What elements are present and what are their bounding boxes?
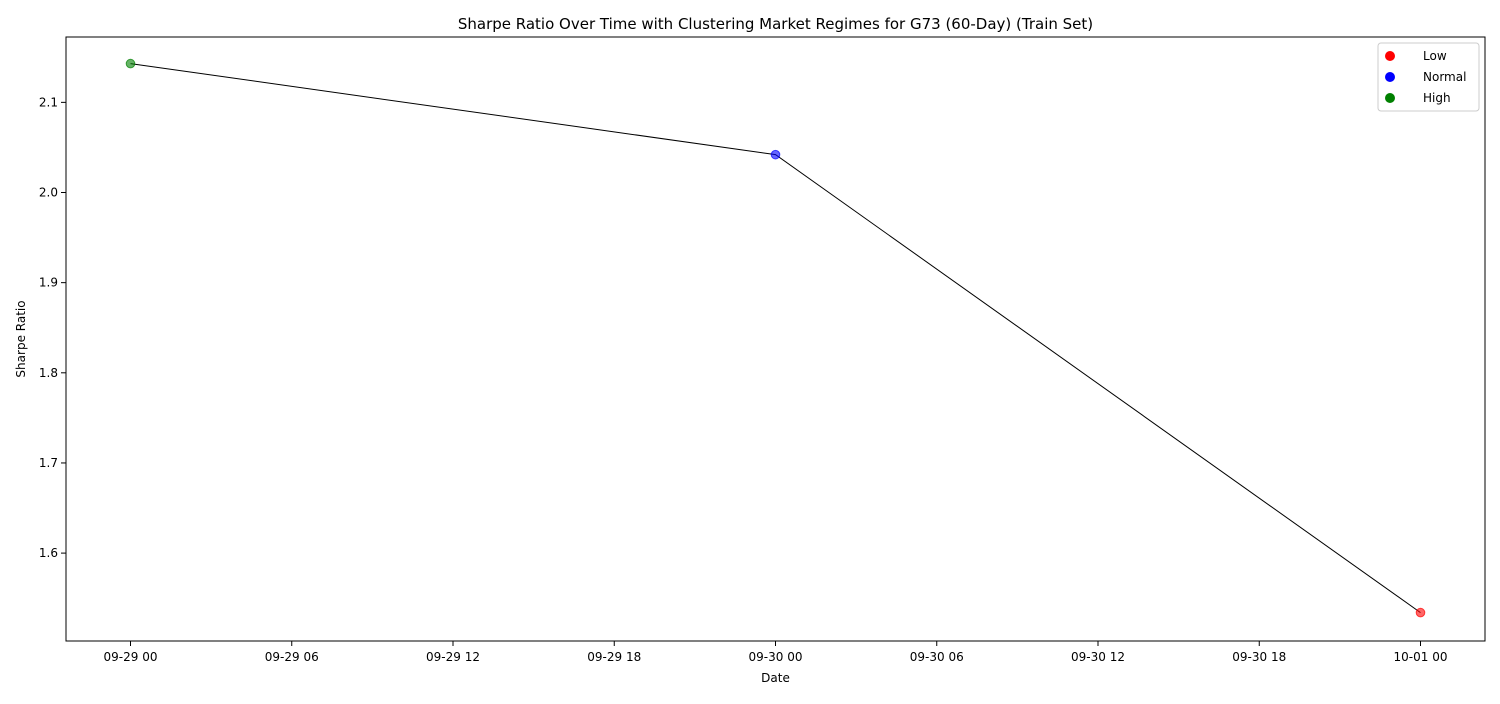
y-tick-label: 2.1 (39, 95, 58, 109)
x-tick-label: 09-29 18 (587, 650, 641, 664)
x-tick-label: 09-29 12 (426, 650, 480, 664)
y-tick-label: 2.0 (39, 186, 58, 200)
x-tick-label: 09-29 00 (104, 650, 158, 664)
legend-label-low: Low (1423, 49, 1447, 63)
x-axis-label: Date (761, 671, 790, 685)
y-tick-label: 1.7 (39, 456, 58, 470)
legend-label-high: High (1423, 91, 1451, 105)
data-point-normal (770, 149, 781, 160)
x-tick-label: 10-01 00 (1394, 650, 1448, 664)
x-tick-label: 09-29 06 (265, 650, 319, 664)
plot-area: 09-29 00 09-29 06 09-29 12 09-29 18 09-30 00… (39, 36, 1486, 664)
y-axis-label: Sharpe Ratio (14, 300, 28, 377)
legend: Low Normal High (1377, 42, 1480, 112)
sharpe-ratio-line (130, 63, 1421, 614)
plot-frame (65, 36, 1486, 642)
y-tick-label: 1.8 (39, 366, 58, 380)
legend-marker-high (1385, 93, 1395, 103)
x-tick-label: 09-30 12 (1071, 650, 1125, 664)
data-point-low (1415, 607, 1426, 618)
y-tick-label: 1.6 (39, 546, 58, 560)
legend-marker-normal (1385, 72, 1395, 82)
y-tick-label: 1.9 (39, 276, 58, 290)
chart-title: Sharpe Ratio Over Time with Clustering M… (458, 15, 1093, 33)
legend-marker-low (1385, 51, 1395, 61)
x-tick-label: 09-30 06 (910, 650, 964, 664)
legend-label-normal: Normal (1423, 70, 1466, 84)
x-tick-label: 09-30 18 (1232, 650, 1286, 664)
data-point-high (125, 58, 136, 69)
legend-box (1377, 42, 1480, 112)
x-tick-label: 09-30 00 (749, 650, 803, 664)
